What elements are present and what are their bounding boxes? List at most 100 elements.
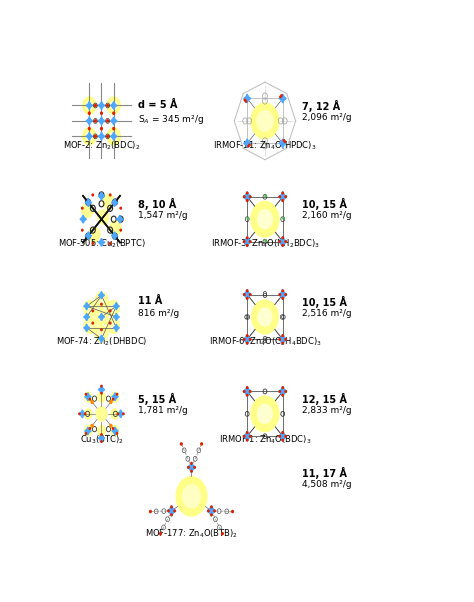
Text: 2,833 m²/g: 2,833 m²/g — [301, 406, 351, 415]
Polygon shape — [279, 334, 287, 344]
Polygon shape — [84, 324, 90, 332]
Polygon shape — [113, 302, 119, 310]
Polygon shape — [113, 313, 119, 321]
Circle shape — [112, 427, 114, 429]
Circle shape — [244, 196, 245, 197]
Circle shape — [194, 467, 195, 468]
Circle shape — [101, 303, 102, 305]
Circle shape — [109, 310, 111, 312]
Circle shape — [250, 102, 280, 140]
Circle shape — [283, 140, 284, 141]
Circle shape — [279, 241, 281, 243]
Circle shape — [79, 413, 80, 415]
Circle shape — [107, 104, 109, 107]
Polygon shape — [113, 324, 119, 332]
Polygon shape — [118, 410, 124, 418]
Polygon shape — [79, 410, 85, 418]
Polygon shape — [98, 102, 105, 110]
Circle shape — [109, 321, 117, 330]
Circle shape — [109, 220, 122, 236]
Circle shape — [246, 192, 248, 194]
Circle shape — [246, 439, 248, 441]
Circle shape — [211, 506, 212, 508]
Circle shape — [94, 308, 109, 326]
Circle shape — [89, 112, 90, 114]
Circle shape — [94, 104, 96, 107]
Circle shape — [82, 127, 97, 146]
Circle shape — [94, 120, 96, 122]
Circle shape — [246, 394, 248, 396]
Circle shape — [84, 413, 86, 415]
Circle shape — [265, 240, 266, 241]
Polygon shape — [112, 393, 118, 401]
Circle shape — [246, 290, 248, 292]
Polygon shape — [279, 237, 287, 247]
Circle shape — [284, 141, 286, 143]
Polygon shape — [85, 427, 91, 435]
Circle shape — [282, 192, 283, 194]
Circle shape — [246, 387, 248, 388]
Polygon shape — [279, 290, 287, 300]
Text: S$_A$ = 345 m²/g: S$_A$ = 345 m²/g — [138, 113, 204, 126]
Polygon shape — [243, 237, 251, 247]
Circle shape — [256, 110, 273, 132]
Polygon shape — [99, 291, 104, 299]
Circle shape — [84, 425, 93, 436]
Circle shape — [110, 425, 119, 436]
Circle shape — [98, 296, 105, 305]
Circle shape — [95, 406, 108, 422]
Circle shape — [92, 310, 93, 312]
Circle shape — [120, 229, 121, 231]
Circle shape — [214, 510, 215, 512]
Circle shape — [246, 200, 248, 202]
Circle shape — [98, 329, 105, 338]
Polygon shape — [279, 139, 286, 147]
Text: 2,096 m²/g: 2,096 m²/g — [301, 113, 351, 122]
Circle shape — [249, 196, 251, 197]
Circle shape — [171, 506, 172, 508]
Circle shape — [110, 101, 118, 110]
Circle shape — [117, 433, 118, 434]
Circle shape — [83, 300, 97, 317]
Polygon shape — [98, 238, 105, 246]
Circle shape — [91, 401, 93, 403]
Polygon shape — [85, 199, 91, 206]
Circle shape — [285, 196, 286, 197]
Text: Cu$_3$(BTC)$_2$: Cu$_3$(BTC)$_2$ — [80, 434, 123, 446]
Circle shape — [249, 435, 251, 437]
Circle shape — [82, 96, 97, 114]
Text: 1,781 m²/g: 1,781 m²/g — [138, 406, 188, 415]
Circle shape — [100, 128, 102, 129]
Circle shape — [188, 467, 189, 468]
Circle shape — [94, 325, 109, 343]
Text: IRMOF-1: Zn$_4$O(BDC)$_3$: IRMOF-1: Zn$_4$O(BDC)$_3$ — [219, 434, 311, 446]
Circle shape — [113, 128, 115, 129]
Text: 11, 17 Å: 11, 17 Å — [301, 467, 346, 479]
Circle shape — [112, 399, 114, 400]
Text: d = 5 Å: d = 5 Å — [138, 100, 178, 110]
Circle shape — [85, 101, 93, 110]
Polygon shape — [80, 216, 86, 223]
Circle shape — [250, 396, 280, 432]
Circle shape — [246, 335, 248, 337]
Circle shape — [285, 391, 286, 393]
Circle shape — [97, 391, 106, 403]
Circle shape — [279, 338, 281, 340]
Circle shape — [265, 195, 266, 197]
Text: 7, 12 Å: 7, 12 Å — [301, 100, 340, 112]
Circle shape — [109, 322, 111, 324]
Polygon shape — [85, 393, 91, 401]
Circle shape — [107, 120, 109, 122]
Polygon shape — [84, 313, 90, 321]
Circle shape — [120, 207, 121, 209]
Circle shape — [221, 533, 223, 535]
Circle shape — [85, 433, 87, 434]
Circle shape — [248, 146, 249, 147]
Polygon shape — [243, 431, 251, 441]
Polygon shape — [84, 302, 90, 310]
Circle shape — [84, 408, 93, 420]
Polygon shape — [85, 232, 91, 240]
Polygon shape — [99, 335, 104, 343]
Circle shape — [246, 244, 248, 246]
Circle shape — [279, 435, 281, 437]
